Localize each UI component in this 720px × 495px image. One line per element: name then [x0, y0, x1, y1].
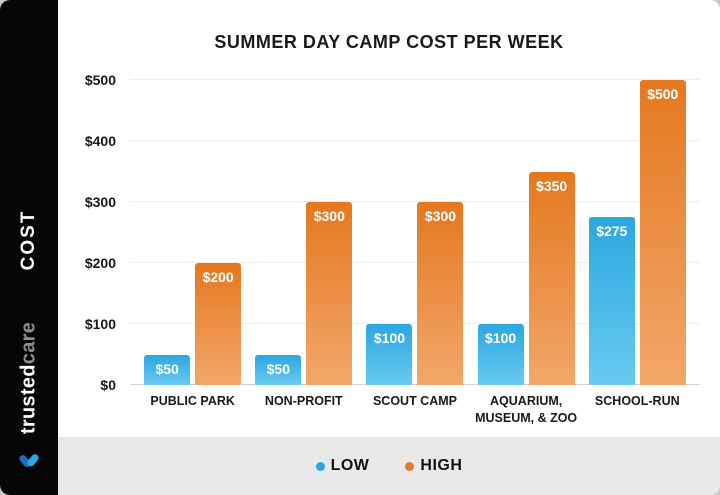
y-axis-tick-label: $300 [84, 194, 116, 210]
brand-text-trusted: trusted [17, 364, 40, 435]
category-label: PUBLIC PARK [150, 394, 235, 408]
y-axis-tick-label: $500 [84, 72, 116, 88]
bar-value-label: $100 [373, 330, 406, 346]
bar-high: $300 [417, 202, 464, 385]
gridline [130, 384, 700, 385]
bar-value-label: $50 [266, 360, 290, 377]
y-axis: $0 $100 $200 $300 $400 $500 [58, 72, 116, 393]
heart-logo-icon [16, 448, 43, 480]
chart-title: SUMMER DAY CAMP COST PER WEEK [214, 32, 564, 52]
bar-low: $100 [477, 324, 524, 385]
bar-groups: $50 $200 PUBLIC PARK $50 $300 NON-PROFIT $100 $… [130, 80, 700, 425]
gridline [130, 323, 700, 324]
category-label: SCHOOL-RUN [594, 394, 680, 408]
y-axis-tick-label: $0 [100, 377, 116, 393]
gridline [130, 201, 700, 202]
bar-group: $275 $500 SCHOOL-RUN [588, 80, 686, 408]
bar-value-label: $350 [536, 177, 568, 194]
legend-label-high: HIGH [420, 457, 463, 474]
bar-value-label: $300 [424, 208, 457, 224]
gridline [130, 262, 700, 263]
gridline [130, 140, 700, 141]
bar-low: $50 [144, 354, 191, 385]
bar-value-label: $100 [485, 330, 517, 346]
bar-group: $50 $200 PUBLIC PARK [144, 80, 242, 408]
legend-dot-low-icon [315, 461, 325, 471]
y-axis-tick-label: $400 [84, 133, 116, 149]
sidebar: COST trustedcare [0, 0, 58, 495]
plot-area: $50 $200 PUBLIC PARK $50 $300 NON-PROFIT $100 $… [130, 79, 700, 425]
y-axis-title: COST [18, 209, 39, 271]
gridline [130, 79, 700, 80]
legend-item-high: HIGH [405, 457, 462, 475]
category-label: NON-PROFIT [264, 394, 343, 408]
bar-value-label: $275 [596, 223, 628, 240]
brand-logo-text: trustedcare [18, 322, 41, 434]
bar-high: $350 [528, 171, 575, 385]
y-axis-tick-label: $200 [84, 255, 116, 271]
legend-item-low: LOW [315, 457, 370, 475]
bar-value-label: $500 [647, 86, 679, 102]
bar-value-label: $50 [155, 360, 179, 377]
category-label: SCOUT CAMP [372, 394, 457, 408]
legend-dot-high-icon [405, 461, 415, 471]
legend: LOW HIGH [58, 437, 720, 495]
bar-value-label: $300 [313, 208, 345, 224]
y-axis-tick-label: $100 [84, 316, 116, 332]
category-label: AQUARIUM, MUSEUM, & ZOO [475, 394, 578, 425]
chart-panel: SUMMER DAY CAMP COST PER WEEK $0 $100 $200… [58, 0, 720, 495]
bar-high: $200 [195, 263, 242, 385]
bar-high: $500 [639, 80, 686, 385]
bar-value-label: $200 [202, 269, 234, 285]
bar-low: $275 [588, 217, 635, 385]
bar-group: $50 $300 NON-PROFIT [255, 80, 353, 408]
bar-group: $100 $300 SCOUT CAMP [366, 80, 464, 408]
bar-low: $100 [366, 324, 413, 385]
bar-high: $300 [306, 202, 353, 385]
bar-low: $50 [255, 354, 302, 385]
bar-group: $100 $350 AQUARIUM, MUSEUM, & ZOO [475, 80, 577, 425]
legend-label-low: LOW [330, 457, 370, 474]
brand-text-care: care [17, 321, 40, 365]
